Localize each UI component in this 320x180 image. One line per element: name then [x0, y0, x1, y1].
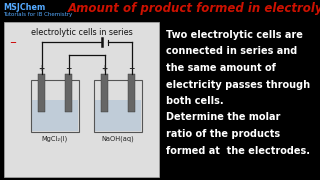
Text: Tutorials for IB Chemistry: Tutorials for IB Chemistry — [3, 12, 72, 17]
Text: the same amount of: the same amount of — [166, 63, 276, 73]
Text: +: + — [101, 64, 108, 73]
Text: −: − — [128, 64, 135, 73]
Bar — [31, 80, 79, 132]
Text: formed at  the electrodes.: formed at the electrodes. — [166, 145, 310, 156]
Text: +: + — [38, 64, 44, 73]
Text: ratio of the products: ratio of the products — [166, 129, 280, 139]
Bar — [32, 100, 78, 131]
Text: electricity passes through: electricity passes through — [166, 80, 310, 89]
Bar — [65, 74, 72, 112]
Bar — [128, 74, 135, 112]
Bar — [94, 80, 142, 132]
Text: Determine the molar: Determine the molar — [166, 112, 280, 123]
Text: NaOH(aq): NaOH(aq) — [102, 135, 134, 141]
Text: −: − — [65, 64, 72, 73]
Bar — [101, 74, 108, 112]
Text: both cells.: both cells. — [166, 96, 224, 106]
Text: electrolytic cells in series: electrolytic cells in series — [31, 28, 132, 37]
Bar — [4, 22, 159, 177]
Text: −: − — [9, 39, 16, 48]
Text: Amount of product formed in electrolysis: Amount of product formed in electrolysis — [68, 2, 320, 15]
Bar — [38, 74, 45, 112]
Text: MgCl₂(l): MgCl₂(l) — [42, 135, 68, 141]
Bar — [95, 100, 141, 131]
Text: connected in series and: connected in series and — [166, 46, 297, 57]
Text: Two electrolytic cells are: Two electrolytic cells are — [166, 30, 303, 40]
Text: MSJChem: MSJChem — [3, 3, 45, 12]
